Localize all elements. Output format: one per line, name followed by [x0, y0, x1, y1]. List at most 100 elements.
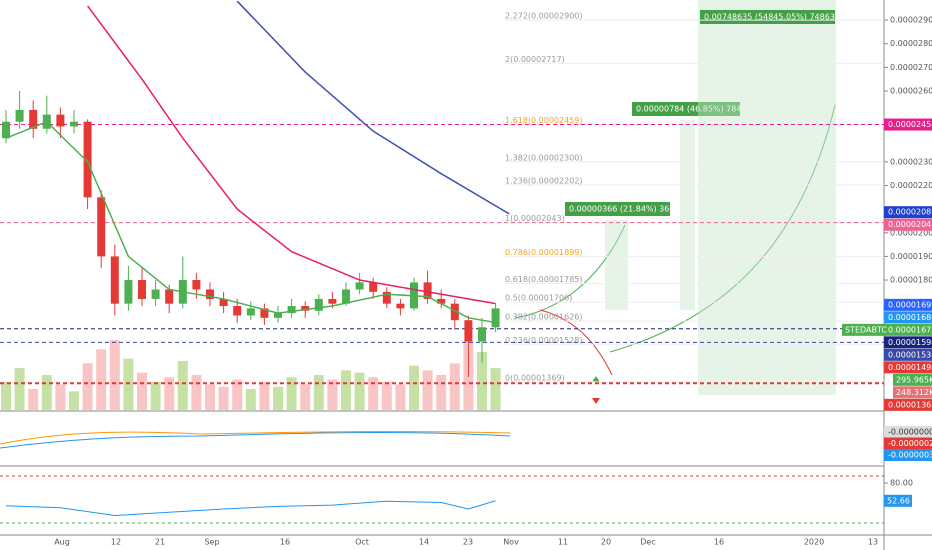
candle-body: [2, 121, 10, 139]
candle-body: [138, 280, 146, 299]
price-tag-label: 0.00002458: [888, 120, 932, 129]
volume-tag: [893, 386, 932, 399]
down-arrow: [592, 398, 600, 404]
macd-tag: [884, 449, 932, 461]
candle-body: [464, 320, 473, 342]
moving-average: [236, 0, 510, 215]
price-tag: [884, 298, 932, 311]
volume-bar: [259, 382, 270, 410]
volume-bar: [232, 379, 243, 410]
volume-bar: [327, 379, 338, 410]
volume-bar: [1, 382, 11, 410]
fib-label: 2(0.00002717): [505, 55, 565, 64]
candle-body: [110, 256, 119, 304]
fib-label: 2.272(0.00002900): [505, 12, 583, 21]
projection-box: [698, 0, 836, 395]
candle-body: [328, 298, 337, 304]
candle-body: [219, 298, 228, 307]
macd-tag-label: -0.00000024: [888, 439, 932, 448]
volume-bar: [28, 389, 39, 410]
candle-body: [151, 289, 160, 299]
volume-bar: [422, 370, 433, 410]
candle-body: [260, 308, 269, 318]
projection-label: 0.00000784 (46.85%) 784: [636, 105, 741, 114]
x-tick-label: 12: [111, 538, 121, 547]
x-tick-label: 23: [463, 538, 473, 547]
candle-body: [396, 303, 405, 309]
candle-body: [382, 291, 391, 304]
fib-label: 1(0.00002043): [505, 214, 565, 223]
moving-average: [5, 120, 496, 324]
x-tick-label: 21: [155, 538, 165, 547]
candle-body: [423, 282, 432, 299]
price-tag: [884, 206, 932, 219]
volume-bar: [313, 375, 324, 410]
volume-tag-label: 295.965K: [896, 375, 932, 384]
price-tag: [884, 361, 932, 374]
projection-arrow: [539, 309, 613, 376]
candle-body: [246, 308, 255, 316]
volume-bar: [368, 377, 379, 410]
price-tag-label: 0.00001536: [888, 350, 932, 359]
volume-bar: [436, 375, 447, 410]
price-tag-label: 0.00001594: [888, 338, 932, 347]
fib-label: 0(0.00001369): [505, 373, 565, 382]
macd-tag-label: -0.00000032: [888, 451, 932, 460]
signal-line: [0, 430, 511, 445]
x-tick-label: 14: [419, 538, 429, 547]
volume-bar: [137, 372, 147, 410]
volume-bar: [218, 386, 229, 410]
price-tag-label: 0.00001673: [888, 325, 932, 334]
volume-bar: [273, 386, 283, 410]
fib-label: 0.786(0.00001899): [505, 248, 583, 257]
x-tick-label: 11: [558, 538, 568, 547]
x-tick-label: Dec: [640, 538, 655, 547]
macd-tag-label: -0.00000008: [888, 428, 932, 437]
volume-bar: [341, 370, 351, 410]
symbol-label: STEDABTC: [845, 325, 887, 334]
candle-body: [342, 289, 350, 304]
x-tick-label: 16: [280, 538, 290, 547]
volume-bar: [354, 372, 365, 410]
candle-body: [29, 109, 38, 129]
volume-bar: [82, 363, 93, 410]
candle-body: [478, 327, 486, 342]
price-tag-label: 0.00001695: [888, 300, 932, 309]
price-tag-label: 0.00001494: [888, 363, 932, 372]
rsi-line: [5, 500, 496, 517]
volume-bar: [164, 377, 175, 410]
price-tag: [884, 218, 932, 231]
candle-body: [369, 282, 378, 292]
x-tick-label: 16: [714, 538, 724, 547]
candle-body: [287, 306, 296, 314]
fib-label: 1.618(0.00002459): [505, 116, 583, 125]
volume-bar: [381, 382, 392, 410]
fib-label: 0.382(0.00001626): [505, 313, 583, 322]
price-tag-label: 0.00001363: [888, 400, 932, 409]
volume-tag: [893, 373, 932, 386]
candle-body: [450, 303, 459, 321]
rsi-tick-label: 80.00: [890, 479, 913, 488]
volume-bar: [449, 363, 460, 410]
volume-bar: [41, 375, 52, 410]
price-tag-label: 0.00002087: [888, 208, 932, 217]
price-tag: [884, 311, 932, 324]
volume-bar: [286, 377, 297, 410]
macd-tag: [884, 437, 932, 450]
volume-bar: [395, 384, 406, 410]
up-arrow: [592, 376, 600, 382]
volume-bar: [300, 384, 311, 410]
volume-bar: [109, 340, 120, 410]
volume-bar: [191, 375, 202, 410]
candle-body: [274, 313, 282, 318]
projection-tag: [632, 102, 740, 116]
candle-body: [301, 306, 310, 311]
candle-body: [437, 298, 446, 304]
rsi-tag: [884, 494, 912, 507]
projection-arrow: [609, 104, 836, 353]
volume-bar: [245, 389, 256, 410]
